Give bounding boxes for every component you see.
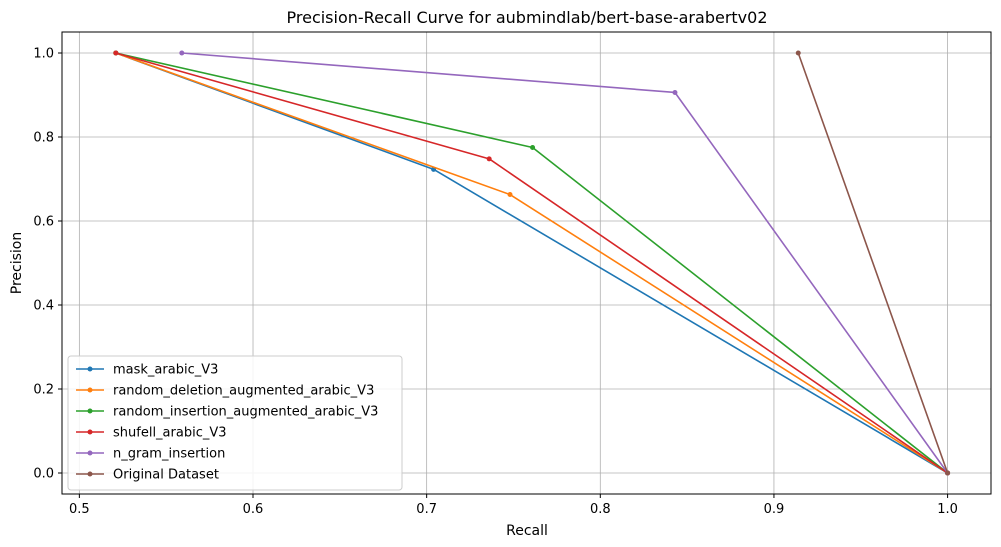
data-point — [945, 470, 951, 476]
y-tick-label: 0.0 — [33, 467, 54, 482]
data-point — [113, 50, 119, 56]
data-point — [486, 156, 492, 162]
legend-box — [67, 355, 403, 491]
legend-label: n_gram_insertion — [113, 447, 225, 462]
plot-frame — [61, 31, 992, 495]
y-tick-label: 0.8 — [33, 131, 54, 146]
x-tick-label: 1.0 — [937, 502, 958, 517]
legend: mask_arabic_V3 random_deletion_augmented_… — [67, 355, 403, 491]
legend-marker — [87, 408, 93, 414]
data-point — [507, 192, 513, 198]
legend-label: shufell_arabic_V3 — [113, 426, 227, 441]
x-tick-label: 0.9 — [764, 502, 785, 517]
legend-marker — [87, 429, 93, 435]
legend-marker — [87, 366, 93, 372]
y-tick-label: 0.2 — [33, 383, 54, 398]
x-axis-label: Recall — [506, 523, 548, 539]
data-point — [795, 50, 801, 56]
y-axis-label: Precision — [9, 232, 25, 294]
x-tick-label: 0.7 — [416, 502, 437, 517]
y-tick-label: 0.6 — [33, 215, 54, 230]
data-point — [530, 145, 536, 150]
x-tick-label: 0.8 — [590, 502, 611, 517]
legend-marker — [87, 387, 93, 393]
y-axis-ticks: 0.0 0.2 0.4 0.6 0.8 1.0 — [33, 47, 62, 482]
chart-title: Precision-Recall Curve for aubmindlab/be… — [287, 8, 768, 27]
data-point — [672, 89, 678, 95]
series-lines — [113, 50, 951, 476]
x-tick-label: 0.5 — [69, 502, 90, 517]
legend-label: random_deletion_augmented_arabic_V3 — [113, 384, 374, 399]
legend-label: mask_arabic_V3 — [113, 363, 218, 378]
x-tick-label: 0.6 — [243, 502, 264, 517]
legend-marker — [87, 450, 93, 456]
y-tick-label: 0.4 — [33, 299, 54, 314]
data-point — [179, 50, 185, 56]
legend-label: random_insertion_augmented_arabic_V3 — [113, 405, 378, 420]
legend-label: Original Dataset — [113, 468, 219, 483]
x-axis-ticks: 0.5 0.6 0.7 0.8 0.9 1.0 — [69, 494, 958, 517]
legend-marker — [87, 471, 93, 477]
series-line-5 — [797, 52, 949, 474]
y-tick-label: 1.0 — [33, 47, 54, 62]
